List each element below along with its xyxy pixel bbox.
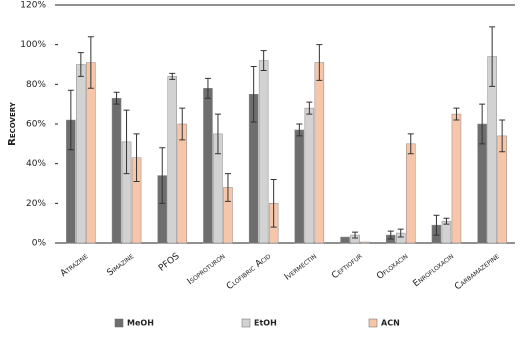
error-bar <box>113 91 120 105</box>
x-tick-label: Enrofloxacin <box>411 251 455 289</box>
error-bar <box>489 26 496 87</box>
error-bar <box>204 77 211 99</box>
error-bar <box>250 65 257 123</box>
bar <box>258 60 269 244</box>
error-bar <box>499 119 506 153</box>
error-bar <box>159 147 166 204</box>
x-tick-label: Ofloxacin <box>375 251 410 281</box>
error-bar <box>479 103 486 145</box>
y-axis-title: Recovery <box>7 101 18 146</box>
error-bar <box>316 44 323 81</box>
legend-swatch <box>368 318 378 328</box>
legend-swatch <box>241 318 251 328</box>
legend-label: MeOH <box>127 319 154 328</box>
x-tick-label: PFOS <box>157 251 182 273</box>
bar <box>167 76 177 244</box>
bar <box>406 143 416 244</box>
legend-swatch <box>114 318 124 328</box>
bar <box>360 241 370 244</box>
bar <box>76 64 86 244</box>
legend-label: ACN <box>381 319 400 328</box>
bar <box>304 107 315 244</box>
y-tick-label: 60% <box>26 120 46 130</box>
error-bar <box>133 133 140 183</box>
y-tick-label: 120% <box>20 1 46 11</box>
legend-label: EtOH <box>254 319 277 328</box>
error-bar <box>87 36 94 89</box>
x-tick-label: Isoproturon <box>186 251 228 287</box>
x-tick-label: Clofibric Acid <box>225 251 273 292</box>
error-bar <box>77 52 84 77</box>
x-tick-label: Simazine <box>105 251 136 278</box>
x-tick-label: Ivermectin <box>283 251 319 282</box>
bar <box>177 123 187 244</box>
bar <box>451 113 462 244</box>
error-bar <box>352 231 359 239</box>
y-tick-label: 40% <box>26 159 46 169</box>
error-bar <box>407 133 414 155</box>
x-tick-label: Ceftiofur <box>330 251 364 281</box>
error-bar <box>224 173 231 202</box>
y-tick-label: 80% <box>26 80 46 90</box>
error-bar <box>453 107 460 121</box>
error-bar <box>443 217 450 225</box>
bar <box>314 62 325 244</box>
error-bar <box>270 179 277 228</box>
bar <box>340 236 350 244</box>
x-tick-label: Carbamazepine <box>453 251 502 292</box>
error-bar <box>296 123 303 137</box>
y-tick-label: 20% <box>26 199 46 209</box>
error-bar <box>214 113 221 155</box>
x-tick-label: Atrazine <box>59 251 91 279</box>
error-bar <box>169 72 176 80</box>
bar <box>86 62 96 244</box>
error-bar <box>387 230 394 240</box>
error-bar <box>260 50 267 71</box>
bar <box>294 129 305 244</box>
bar <box>111 97 122 244</box>
error-bar <box>397 228 404 238</box>
y-tick-label: 100% <box>20 40 46 50</box>
error-bar <box>123 109 130 175</box>
y-tick-label: 0% <box>32 239 47 249</box>
error-bar <box>67 89 74 151</box>
error-bar <box>179 107 186 141</box>
error-bar <box>433 214 440 236</box>
bar <box>203 88 213 244</box>
error-bar <box>306 101 313 115</box>
